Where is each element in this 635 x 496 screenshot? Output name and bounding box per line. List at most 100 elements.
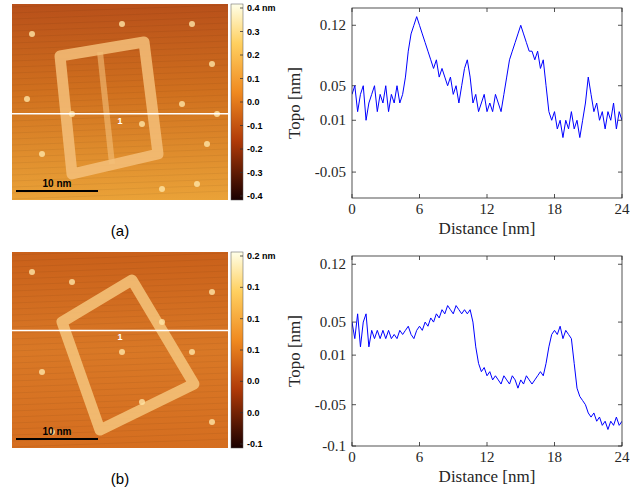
colorbar-tick-label: 0.4 nm [247, 3, 276, 13]
adsorbate [189, 21, 195, 27]
colorbar-tick [240, 381, 243, 382]
panel-label: (a) [111, 222, 129, 239]
y-tick-right [618, 322, 622, 323]
x-tick-label: 18 [547, 201, 562, 217]
y-tick-label: 0.12 [320, 256, 346, 272]
adsorbate [69, 279, 75, 285]
x-axis-title: Distance [nm] [439, 219, 536, 238]
y-axis-title: Topo [nm] [285, 315, 304, 387]
image-background [12, 4, 228, 200]
scale-bar-label: 10 nm [43, 178, 72, 189]
y-tick-label: -0.05 [315, 397, 346, 413]
colorbar-tick [240, 125, 243, 126]
profile-line [12, 113, 228, 115]
y-tick-right [618, 404, 622, 405]
x-tick-top [419, 8, 420, 12]
x-tick [554, 442, 555, 446]
colorbar-tick-label: 0.0 [247, 97, 260, 107]
x-tick [419, 442, 420, 446]
y-tick-label: 0.01 [320, 112, 346, 128]
colorbar-tick [240, 172, 243, 173]
y-tick [352, 25, 356, 26]
y-tick-right [618, 85, 622, 86]
x-tick [487, 442, 488, 446]
colorbar-tick-label: 0.1 [247, 282, 260, 292]
y-tick-label: 0.12 [320, 17, 346, 33]
colorbar-tick [240, 149, 243, 150]
colorbar-tick-label: 0.1 [247, 74, 260, 84]
plot-frame [352, 8, 622, 198]
colorbar-tick [240, 412, 243, 413]
adsorbate [189, 349, 195, 355]
molecular-bar [100, 52, 112, 164]
x-tick-label: 24 [615, 201, 631, 217]
x-tick-label: 24 [615, 449, 631, 465]
x-tick [419, 194, 420, 198]
scale-bar [16, 438, 98, 440]
y-tick-right [618, 25, 622, 26]
y-tick-right [618, 172, 622, 173]
profile-trace [352, 17, 622, 138]
adsorbate [29, 269, 35, 275]
scale-bar-label: 10 nm [43, 426, 72, 437]
y-tick [352, 322, 356, 323]
y-tick [352, 172, 356, 173]
figure: 110 nm0.4 nm0.30.20.10.0-0.1-0.2-0.3-0.4… [0, 0, 635, 496]
plot-background [352, 8, 622, 198]
stm-image [12, 252, 228, 448]
adsorbate [139, 399, 145, 405]
x-tick-top [419, 256, 420, 260]
colorbar-tick-label: -0.4 [247, 191, 263, 201]
adsorbate [24, 96, 30, 102]
colorbar-tick-label: 0.1 [247, 345, 260, 355]
plot-area [352, 306, 622, 430]
colorbar-tick-label: 0.3 [247, 27, 260, 37]
colorbar-tick-label: -0.2 [247, 144, 263, 154]
colorbar-tick [240, 256, 243, 257]
plot-background [352, 256, 622, 446]
scale-bar [16, 190, 98, 192]
colorbar-tick-label: 0.1 [247, 314, 260, 324]
x-tick-label: 12 [480, 201, 495, 217]
lattice-texture [12, 107, 228, 115]
y-tick-label: 0.05 [320, 314, 346, 330]
adsorbate [119, 21, 125, 27]
x-tick-label: 12 [480, 449, 495, 465]
x-tick-top [487, 8, 488, 12]
x-tick-label: 6 [416, 449, 424, 465]
colorbar-tick [240, 102, 243, 103]
y-tick-label: -0.1 [322, 438, 346, 454]
x-tick-top [487, 256, 488, 260]
colorbar-tick [240, 444, 243, 445]
plot-frame [352, 256, 622, 446]
panel-label: (b) [111, 470, 129, 487]
molecular-frame [62, 280, 194, 430]
x-axis-title: Distance [nm] [439, 467, 536, 486]
adsorbate [39, 369, 45, 375]
profile-line-label: 1 [117, 116, 122, 126]
colorbar-tick-label: 0.2 [247, 50, 260, 60]
colorbar-tick [240, 287, 243, 288]
x-tick-top [554, 8, 555, 12]
lattice-texture [12, 191, 228, 199]
colorbar-tick [240, 318, 243, 319]
colorbar-tick [240, 350, 243, 351]
adsorbate [209, 419, 215, 425]
colorbar-tick-label: -0.1 [247, 121, 263, 131]
stm-image [12, 4, 228, 200]
colorbar [231, 252, 243, 448]
colorbar-tick-label: 0.0 [247, 376, 260, 386]
adsorbate [204, 141, 210, 147]
adsorbate [139, 121, 145, 127]
x-tick [554, 194, 555, 198]
profile-line [12, 330, 228, 332]
adsorbate [159, 319, 165, 325]
y-axis-title: Topo [nm] [285, 67, 304, 139]
y-tick [352, 120, 356, 121]
colorbar-tick [240, 55, 243, 56]
molecular-frame [60, 42, 158, 174]
adsorbate [119, 349, 125, 355]
lattice-texture [12, 439, 228, 447]
colorbar-tick-label: -0.1 [247, 439, 263, 449]
colorbar-tick [240, 31, 243, 32]
